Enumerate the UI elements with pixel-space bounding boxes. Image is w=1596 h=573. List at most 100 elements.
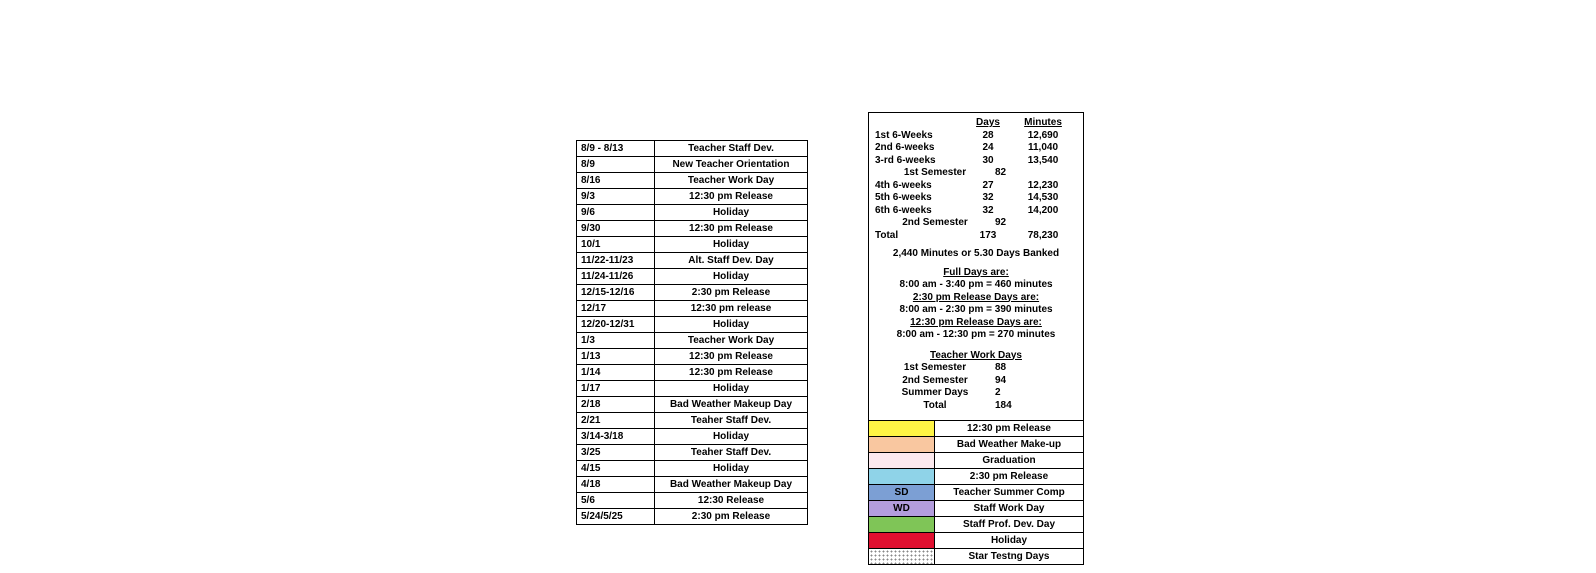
table-row: 12/20-12/31Holiday (577, 317, 808, 333)
date-cell: 8/9 - 8/13 (577, 141, 655, 157)
date-cell: 3/25 (577, 445, 655, 461)
date-cell: 4/18 (577, 477, 655, 493)
table-row: 1/3Teacher Work Day (577, 333, 808, 349)
legend-label: 2:30 pm Release (935, 469, 1084, 485)
legend-swatch (869, 453, 935, 469)
date-cell: 5/6 (577, 493, 655, 509)
table-row: 9/3012:30 pm Release (577, 221, 808, 237)
twork-row: 1st Semester88 (875, 362, 1077, 375)
day-types: Full Days are: 8:00 am - 3:40 pm = 460 m… (875, 267, 1077, 342)
period-row: 4th 6-weeks2712,230 (875, 180, 1077, 193)
total-days: 173 (967, 230, 1009, 243)
period-days: 30 (967, 155, 1009, 168)
legend-label: Staff Prof. Dev. Day (935, 517, 1084, 533)
period-min: 13,540 (1009, 155, 1077, 168)
period-label: 5th 6-weeks (875, 192, 967, 205)
table-row: 3/25Teaher Staff Dev. (577, 445, 808, 461)
period-label: 2nd 6-weeks (875, 142, 967, 155)
period-days: 32 (967, 192, 1009, 205)
twork-val: 184 (995, 400, 1035, 413)
legend-swatch (869, 549, 935, 565)
date-cell: 8/16 (577, 173, 655, 189)
sem1-label: 1st Semester (875, 167, 995, 180)
table-row: 3/14-3/18Holiday (577, 429, 808, 445)
period-min: 12,690 (1009, 130, 1077, 143)
desc-cell: Holiday (655, 429, 808, 445)
period-row: 5th 6-weeks3214,530 (875, 192, 1077, 205)
legend-row: Bad Weather Make-up (869, 437, 1084, 453)
twork-title: Teacher Work Days (875, 350, 1077, 363)
desc-cell: 12:30 pm release (655, 301, 808, 317)
desc-cell: 12:30 pm Release (655, 365, 808, 381)
desc-cell: Teacher Work Day (655, 333, 808, 349)
legend-row: WDStaff Work Day (869, 501, 1084, 517)
table-row: 11/24-11/26Holiday (577, 269, 808, 285)
legend-label: Star Testng Days (935, 549, 1084, 565)
twork-label: Total (875, 400, 995, 413)
legend-table: 12:30 pm ReleaseBad Weather Make-upGradu… (868, 420, 1084, 565)
period-row: 3-rd 6-weeks3013,540 (875, 155, 1077, 168)
period-min: 14,530 (1009, 192, 1077, 205)
date-cell: 2/18 (577, 397, 655, 413)
table-row: 9/312:30 pm Release (577, 189, 808, 205)
period-label: 4th 6-weeks (875, 180, 967, 193)
sem1-val: 82 (995, 167, 1035, 180)
sem2-row: 2nd Semester 92 (875, 217, 1077, 230)
legend-swatch: WD (869, 501, 935, 517)
period-row: 6th 6-weeks3214,200 (875, 205, 1077, 218)
desc-cell: Holiday (655, 269, 808, 285)
desc-cell: Alt. Staff Dev. Day (655, 253, 808, 269)
legend-swatch (869, 517, 935, 533)
period-label: 1st 6-Weeks (875, 130, 967, 143)
date-cell: 1/17 (577, 381, 655, 397)
table-row: 5/24/5/252:30 pm Release (577, 509, 808, 525)
legend-row: Star Testng Days (869, 549, 1084, 565)
date-cell: 12/20-12/31 (577, 317, 655, 333)
legend-row: SDTeacher Summer Comp (869, 485, 1084, 501)
desc-cell: Teacher Work Day (655, 173, 808, 189)
schedule-table: 8/9 - 8/13Teacher Staff Dev.8/9New Teach… (576, 140, 808, 525)
desc-cell: Bad Weather Makeup Day (655, 397, 808, 413)
desc-cell: 2:30 pm Release (655, 285, 808, 301)
legend-label: Holiday (935, 533, 1084, 549)
twork-row: Summer Days2 (875, 387, 1077, 400)
desc-cell: 12:30 pm Release (655, 221, 808, 237)
r230-h: 2:30 pm Release Days are: (875, 292, 1077, 305)
date-cell: 9/6 (577, 205, 655, 221)
twork-row: Total184 (875, 400, 1077, 413)
sem1-row: 1st Semester 82 (875, 167, 1077, 180)
legend-swatch (869, 469, 935, 485)
twork-label: 1st Semester (875, 362, 995, 375)
desc-cell: New Teacher Orientation (655, 157, 808, 173)
period-days: 32 (967, 205, 1009, 218)
legend-swatch (869, 533, 935, 549)
date-cell: 1/14 (577, 365, 655, 381)
table-row: 11/22-11/23Alt. Staff Dev. Day (577, 253, 808, 269)
desc-cell: Holiday (655, 237, 808, 253)
banked-text: 2,440 Minutes or 5.30 Days Banked (875, 248, 1077, 261)
table-row: 4/15Holiday (577, 461, 808, 477)
period-label: 6th 6-weeks (875, 205, 967, 218)
date-cell: 9/30 (577, 221, 655, 237)
legend-label: Teacher Summer Comp (935, 485, 1084, 501)
desc-cell: 12:30 pm Release (655, 349, 808, 365)
desc-cell: Teacher Staff Dev. (655, 141, 808, 157)
total-min: 78,230 (1009, 230, 1077, 243)
info-header: Days Minutes (875, 117, 1077, 130)
date-cell: 5/24/5/25 (577, 509, 655, 525)
header-label (875, 117, 967, 130)
legend-label: 12:30 pm Release (935, 421, 1084, 437)
table-row: 2/18Bad Weather Makeup Day (577, 397, 808, 413)
date-cell: 3/14-3/18 (577, 429, 655, 445)
sem2-val: 92 (995, 217, 1035, 230)
legend-label: Graduation (935, 453, 1084, 469)
legend-row: Graduation (869, 453, 1084, 469)
teacher-work-days: Teacher Work Days 1st Semester882nd Seme… (875, 350, 1077, 413)
table-row: 2/21Teaher Staff Dev. (577, 413, 808, 429)
r230-d: 8:00 am - 2:30 pm = 390 minutes (875, 304, 1077, 317)
desc-cell: Holiday (655, 205, 808, 221)
header-minutes: Minutes (1009, 117, 1077, 130)
full-days-d: 8:00 am - 3:40 pm = 460 minutes (875, 279, 1077, 292)
legend-swatch (869, 437, 935, 453)
date-cell: 9/3 (577, 189, 655, 205)
